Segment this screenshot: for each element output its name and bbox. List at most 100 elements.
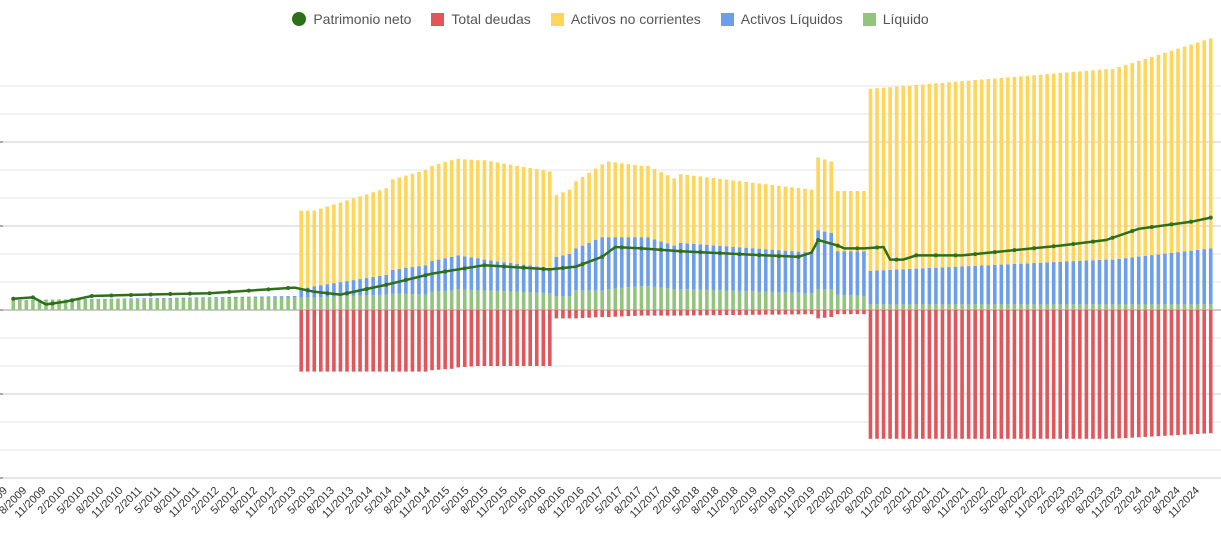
bar-liquid_assets xyxy=(18,300,22,301)
legend-item-liquid_assets[interactable]: Activos Líquidos xyxy=(720,11,843,27)
bar-liquid_assets xyxy=(966,266,971,305)
bar-liquid xyxy=(37,299,42,310)
bar-noncurrent xyxy=(554,195,559,257)
bar-noncurrent xyxy=(914,84,919,269)
bar-liquid xyxy=(1143,304,1148,310)
bar-noncurrent xyxy=(1071,71,1076,262)
bar-liquid_assets xyxy=(188,297,192,299)
bar-liquid_assets xyxy=(790,251,794,293)
bar-debt xyxy=(639,310,644,316)
legend-swatch-noncurrent xyxy=(550,12,564,26)
bar-liquid_assets xyxy=(1189,250,1193,305)
bar-liquid xyxy=(763,291,768,310)
bar-liquid xyxy=(606,289,611,310)
bar-liquid xyxy=(973,304,977,310)
bar-liquid_assets xyxy=(875,270,879,305)
bar-liquid xyxy=(829,289,834,310)
bar-noncurrent xyxy=(345,200,349,282)
bar-debt xyxy=(803,310,807,315)
bar-liquid_assets xyxy=(109,298,114,300)
bar-liquid xyxy=(70,299,74,310)
bar-liquid xyxy=(737,290,742,310)
bar-liquid xyxy=(371,295,375,310)
bar-debt xyxy=(849,310,853,315)
bar-noncurrent xyxy=(888,87,892,270)
bar-liquid xyxy=(744,291,748,310)
legend-item-net[interactable]: Patrimonio neto xyxy=(292,11,411,27)
bar-liquid_assets xyxy=(921,268,925,305)
bar-debt xyxy=(1169,310,1174,436)
bar-liquid xyxy=(319,297,323,310)
bar-debt xyxy=(364,310,369,372)
bar-debt xyxy=(332,310,336,372)
bar-debt xyxy=(521,310,526,366)
bar-liquid xyxy=(345,296,349,310)
bar-liquid_assets xyxy=(548,268,552,294)
bar-liquid xyxy=(770,291,775,310)
point-net xyxy=(1130,229,1135,234)
bar-liquid_assets xyxy=(672,245,676,289)
bar-noncurrent xyxy=(1064,72,1069,262)
bar-noncurrent xyxy=(574,181,578,249)
bar-liquid_assets xyxy=(116,298,120,300)
legend-item-liquid[interactable]: Líquido xyxy=(862,11,929,27)
bar-noncurrent xyxy=(894,86,899,270)
bar-debt xyxy=(495,310,500,366)
bar-noncurrent xyxy=(1143,58,1148,256)
bar-liquid xyxy=(390,293,395,310)
bar-liquid_assets xyxy=(1169,252,1174,305)
bar-liquid_assets xyxy=(286,296,290,298)
bar-liquid_assets xyxy=(351,280,356,296)
point-net xyxy=(305,288,310,293)
bar-noncurrent xyxy=(803,188,807,253)
bar-debt xyxy=(587,310,591,318)
bar-noncurrent xyxy=(711,178,716,246)
bar-noncurrent xyxy=(1006,77,1010,265)
bar-liquid xyxy=(1189,304,1193,310)
legend-item-noncurrent[interactable]: Activos no corrientes xyxy=(550,11,701,27)
bar-liquid_assets xyxy=(233,296,238,298)
bar-liquid xyxy=(299,297,303,310)
bar-noncurrent xyxy=(371,192,375,278)
bar-debt xyxy=(652,310,657,316)
bar-liquid xyxy=(247,297,251,310)
bar-noncurrent xyxy=(390,179,395,270)
bar-liquid xyxy=(423,294,428,310)
bar-liquid_assets xyxy=(502,262,506,292)
bar-liquid xyxy=(273,297,277,310)
bar-liquid xyxy=(999,304,1004,310)
bar-liquid_assets xyxy=(181,297,186,299)
bar-liquid xyxy=(194,298,199,310)
point-net xyxy=(1110,235,1115,240)
bar-liquid_assets xyxy=(214,297,218,299)
bar-noncurrent xyxy=(1019,76,1023,264)
bar-liquid xyxy=(914,304,919,310)
bar-liquid_assets xyxy=(953,266,958,305)
bar-liquid xyxy=(489,290,493,310)
bar-liquid_assets xyxy=(1078,260,1082,305)
bar-liquid_assets xyxy=(796,251,801,293)
bar-liquid xyxy=(724,290,729,310)
bar-liquid xyxy=(279,297,284,310)
bar-liquid xyxy=(875,304,879,310)
bar-liquid_assets xyxy=(822,231,827,289)
bar-liquid_assets xyxy=(194,297,199,299)
bar-debt xyxy=(449,310,454,369)
bar-liquid xyxy=(548,293,552,310)
bar-liquid xyxy=(233,297,238,310)
bar-liquid_assets xyxy=(862,251,866,296)
bar-noncurrent xyxy=(528,168,533,266)
bar-debt xyxy=(835,310,840,315)
bar-noncurrent xyxy=(502,163,506,263)
bar-noncurrent xyxy=(986,79,991,266)
bar-liquid_assets xyxy=(855,251,860,296)
legend-item-debt[interactable]: Total deudas xyxy=(431,11,531,27)
bar-noncurrent xyxy=(763,184,768,250)
bar-liquid xyxy=(1130,304,1135,310)
point-net xyxy=(619,245,624,250)
bar-noncurrent xyxy=(849,191,853,252)
bar-liquid xyxy=(731,290,735,310)
bar-liquid_assets xyxy=(528,265,533,293)
bar-liquid_assets xyxy=(83,299,88,300)
